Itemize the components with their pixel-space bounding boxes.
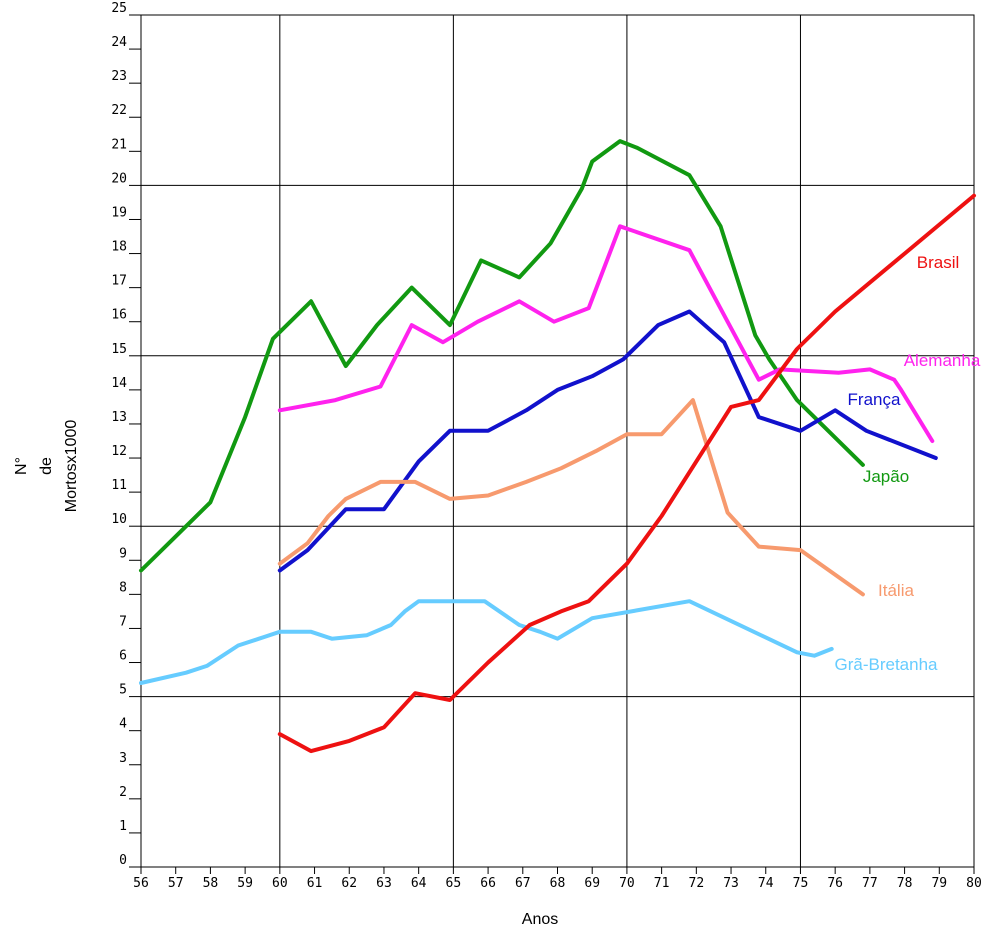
- x-tick-label: 72: [689, 876, 705, 891]
- series-label: Japão: [863, 467, 909, 486]
- y-tick-label: 13: [111, 410, 127, 425]
- y-tick-label: 15: [111, 342, 127, 357]
- y-tick-label: 1: [119, 819, 127, 834]
- x-axis-title: Anos: [522, 911, 558, 928]
- series-line-jap-o: [139, 139, 865, 573]
- x-tick-label: 79: [931, 876, 947, 891]
- y-axis-title-line-3: Mortosx1000: [63, 420, 80, 513]
- x-tick-label: 76: [827, 876, 843, 891]
- y-tick-label: 9: [119, 546, 127, 561]
- y-tick-label: 21: [111, 137, 127, 152]
- x-tick-label: 64: [411, 876, 427, 891]
- series-line-it-lia: [277, 398, 865, 597]
- y-tick-label: 10: [111, 512, 127, 527]
- y-tick-label: 17: [111, 274, 127, 289]
- series-lines: [139, 139, 976, 754]
- x-tick-label: 65: [446, 876, 462, 891]
- x-tick-label: 68: [550, 876, 566, 891]
- y-tick-label: 7: [119, 614, 127, 629]
- x-tick-label: 74: [758, 876, 774, 891]
- series-label: Alemanha: [904, 351, 981, 370]
- series-label: França: [848, 390, 901, 409]
- y-tick-label: 6: [119, 649, 127, 664]
- y-tick-label: 19: [111, 205, 127, 220]
- x-tick-label: 75: [793, 876, 809, 891]
- y-tick-label: 3: [119, 751, 127, 766]
- x-tick-label: 73: [723, 876, 739, 891]
- series-label: Itália: [878, 581, 914, 600]
- x-tick-label: 61: [307, 876, 323, 891]
- y-tick-label: 18: [111, 240, 127, 255]
- grid-lines: [141, 15, 974, 867]
- x-tick-label: 63: [376, 876, 392, 891]
- x-tick-label: 66: [480, 876, 496, 891]
- plot-frame: [140, 14, 975, 868]
- x-tick-label: 80: [966, 876, 982, 891]
- x-tick-label: 77: [862, 876, 878, 891]
- x-tick-label: 60: [272, 876, 288, 891]
- y-tick-label: 22: [111, 103, 127, 118]
- y-tick-label: 4: [119, 717, 127, 732]
- y-tick-label: 8: [119, 580, 127, 595]
- x-tick-label: 57: [168, 876, 184, 891]
- series-line-alemanha: [277, 224, 935, 443]
- series-labels: Japão Alemanha França Itália Grã-Bretanha Bra…: [835, 253, 981, 674]
- y-tick-label: 12: [111, 444, 127, 459]
- y-tick-label: 2: [119, 785, 127, 800]
- x-tick-label: 71: [654, 876, 670, 891]
- x-tick-label: 70: [619, 876, 635, 891]
- y-tick-label: 23: [111, 69, 127, 84]
- x-tick-label: 78: [897, 876, 913, 891]
- y-tick-label: 0: [119, 853, 127, 868]
- series-line-fran-a: [277, 309, 938, 573]
- y-tick-label: 5: [119, 683, 127, 698]
- x-tick-label: 59: [237, 876, 253, 891]
- x-tick-label: 62: [341, 876, 357, 891]
- y-tick-label: 24: [111, 35, 127, 50]
- y-tick-label: 11: [111, 478, 127, 493]
- axis-ticks: 56 57 58 59 60 61 62 63 64 65 66 67 68 69 70 71 72 73 74 75…: [111, 1, 981, 891]
- series-line-brasil: [277, 193, 976, 754]
- series-label: Brasil: [917, 253, 960, 272]
- x-tick-label: 67: [515, 876, 531, 891]
- y-axis-title: N° de Mortosx1000: [13, 420, 80, 513]
- y-tick-label: 20: [111, 171, 127, 186]
- x-tick-label: 56: [133, 876, 149, 891]
- y-tick-label: 14: [111, 376, 127, 391]
- x-tick-label: 58: [203, 876, 219, 891]
- series-line-gr-bretanha: [139, 599, 834, 685]
- y-axis-title-line-1: N°: [13, 457, 30, 475]
- x-tick-label: 69: [584, 876, 600, 891]
- y-axis-title-line-2: de: [38, 457, 55, 475]
- y-tick-label: 16: [111, 308, 127, 323]
- y-tick-label: 25: [111, 1, 127, 16]
- series-label: Grã-Bretanha: [835, 655, 939, 674]
